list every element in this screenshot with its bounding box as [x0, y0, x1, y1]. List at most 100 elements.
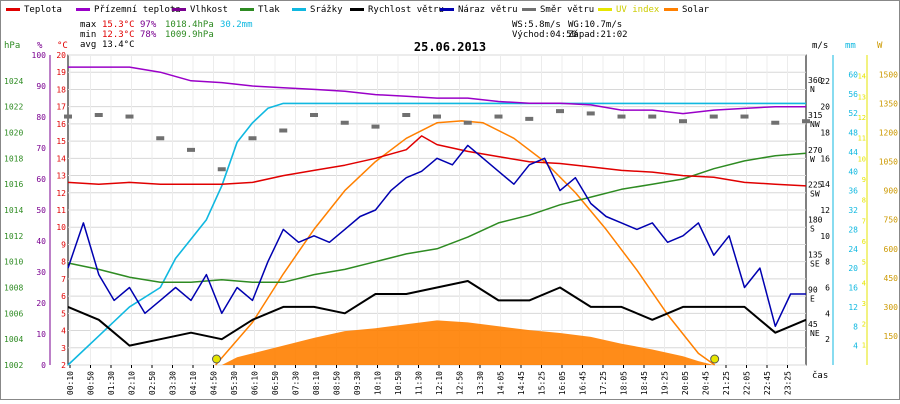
tick-label-rain: 28 [848, 225, 858, 234]
pressure-line [67, 152, 807, 284]
x-tick-label: 18:05 [620, 371, 629, 395]
x-tick-label: 14:45 [517, 371, 526, 395]
tick-label-rain: 44 [848, 148, 858, 157]
tick-label-wind-dir-deg: 45 [808, 320, 818, 329]
wind-dir-mark [494, 114, 503, 119]
stats-min-label: min [80, 30, 96, 40]
tick-label-temperature: 18 [56, 85, 66, 94]
tick-label-solar: 300 [884, 303, 899, 312]
stats-ws: WS:5.8m/s [512, 20, 561, 30]
wind-dir-mark [617, 114, 626, 119]
stats-max-hum: 97% [140, 20, 157, 30]
legend-swatch [292, 8, 306, 11]
x-tick-label: 13:30 [476, 371, 485, 395]
x-tick-label: 22:05 [743, 371, 752, 395]
tick-label-uv: 7 [862, 217, 866, 225]
tick-label-wind-speed: 4 [825, 309, 830, 318]
tick-label-uv: 9 [862, 176, 866, 184]
tick-label-solar: 1500 [879, 70, 898, 79]
stats-avg-label: avg [80, 40, 96, 50]
wind-dir-mark [586, 111, 595, 116]
legend-label: Teplota [24, 5, 62, 15]
tick-label-temperature: 15 [56, 137, 66, 146]
tick-label-temperature: 19 [56, 68, 66, 77]
wind-dir-mark [371, 124, 380, 129]
tick-label-temperature: 12 [56, 189, 66, 198]
wind-dir-mark [556, 109, 564, 114]
tick-label-rain: 48 [848, 129, 858, 138]
wind-dir-mark [279, 128, 288, 133]
tick-label-temperature: 3 [61, 344, 66, 353]
tick-label-temperature: 5 [61, 309, 66, 318]
tick-label-wind-dir-deg: 180 [808, 216, 823, 225]
tick-label-pressure: 1008 [4, 284, 23, 293]
legend-label: Solar [682, 5, 710, 15]
legend-label: Rychlost větru [368, 5, 444, 15]
tick-label-pressure: 1006 [4, 309, 23, 318]
legend-label: Náraz větru [458, 5, 518, 15]
tick-label-wind-speed: 22 [820, 77, 830, 86]
rain-line [67, 102, 806, 366]
wind-dir-mark [94, 113, 103, 117]
x-tick-label: 18:45 [640, 371, 649, 395]
x-tick-label: 00:10 [66, 371, 75, 395]
tick-label-solar: 900 [884, 187, 899, 196]
stats-min-hum: 78% [140, 30, 157, 40]
stats-max-press: 1018.4hPa [165, 20, 214, 30]
tick-label-humidity: 60 [36, 175, 46, 184]
x-tick-label: 04:10 [189, 371, 198, 395]
tick-label-uv: 6 [862, 238, 866, 246]
tick-label-pressure: 1016 [4, 180, 23, 189]
tick-label-humidity: 70 [36, 144, 46, 153]
tick-label-temperature: 13 [56, 172, 66, 181]
tick-label-temperature: 10 [56, 223, 66, 232]
tick-label-rain: 60 [848, 70, 858, 79]
tick-label-rain: 32 [848, 206, 858, 215]
tick-label-wind-dir: E [810, 294, 815, 303]
temperature-line [67, 135, 807, 187]
stats-min-press: 1009.9hPa [165, 30, 214, 40]
wind-dir-mark [310, 113, 318, 117]
x-tick-label: 03:30 [169, 371, 178, 395]
x-tick-label: 22:45 [763, 371, 772, 395]
tick-label-uv: 14 [858, 73, 866, 81]
legend-item-rychlost-vetru: Rychlost větru [350, 5, 444, 15]
tick-label-pressure: 1022 [4, 103, 23, 112]
tick-label-solar: 600 [884, 245, 899, 254]
wind-dir-mark [433, 114, 441, 119]
legend-swatch [664, 8, 678, 11]
tick-label-wind-dir-deg: 360 [808, 76, 823, 85]
x-ticks: 00:10 00:50 01:30 02:10 02:50 03:30 04:10 04:50… [66, 365, 793, 395]
tick-label-temperature: 14 [56, 154, 66, 163]
tick-label-solar: 1350 [879, 99, 898, 108]
tick-label-wind-dir-deg: 225 [808, 181, 823, 190]
tick-label-temperature: 6 [61, 292, 66, 301]
tick-label-wind-dir: W [810, 155, 815, 164]
tick-label-pressure: 1018 [4, 154, 23, 163]
wind-gust-line [67, 144, 806, 328]
x-tick-label: 06:50 [271, 371, 280, 395]
tick-label-uv: 3 [862, 300, 866, 308]
tick-label-wind-speed: 20 [820, 103, 830, 112]
legend-swatch [6, 8, 20, 11]
legend-swatch [522, 8, 536, 11]
x-tick-label: 08:10 [312, 371, 321, 395]
tick-label-solar: 1050 [879, 158, 898, 167]
tick-label-wind-speed: 6 [825, 284, 830, 293]
legend-label: Přízemní teplota [94, 5, 181, 15]
tick-label-humidity: 0 [41, 361, 46, 370]
tick-label-temperature: 8 [61, 258, 66, 267]
tick-label-wind-speed: 14 [820, 180, 830, 189]
x-tick-label: 07:30 [292, 371, 301, 395]
stats-block: max 15.3°C 97% 1018.4hPa 30.2mm min 12.3… [80, 20, 628, 50]
axis-unit-rain: mm [845, 41, 856, 51]
wind-dir-mark [217, 167, 226, 172]
wind-dir-mark [156, 136, 165, 141]
tick-label-rain: 16 [848, 284, 858, 293]
x-tick-label: 16:45 [579, 371, 588, 395]
wind-dir-mark [771, 120, 780, 125]
tick-label-wind-speed: 16 [820, 154, 830, 163]
tick-label-wind-dir: SW [810, 190, 820, 199]
tick-label-wind-dir: NW [810, 120, 820, 129]
